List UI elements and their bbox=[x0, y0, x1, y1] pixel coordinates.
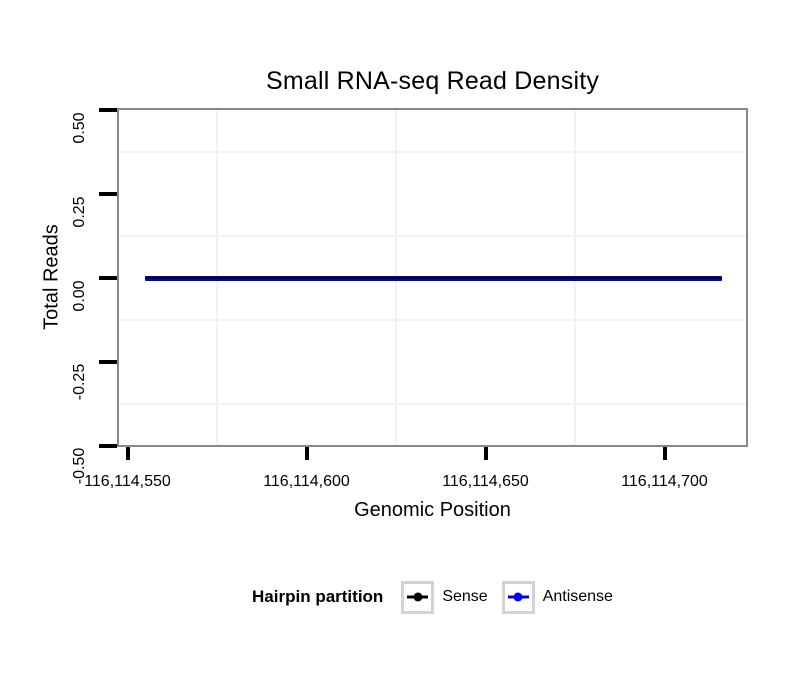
y-tick-label: 0.25 bbox=[71, 196, 88, 228]
legend-label-antisense: Antisense bbox=[542, 588, 613, 605]
gridline-minor-h bbox=[117, 403, 748, 405]
y-axis-tick bbox=[99, 360, 117, 364]
legend-label-sense: Sense bbox=[442, 588, 488, 605]
gridline-minor-h bbox=[117, 151, 748, 153]
sense-point-icon bbox=[413, 592, 423, 602]
gridline-minor-h bbox=[117, 235, 748, 237]
x-axis-tick bbox=[483, 447, 488, 460]
legend-title: Hairpin partition bbox=[252, 587, 384, 606]
y-axis-tick bbox=[99, 444, 117, 448]
y-tick-label: -0.25 bbox=[71, 363, 88, 401]
y-axis-tick bbox=[99, 276, 117, 280]
plot-title: Small RNA-seq Read Density bbox=[265, 67, 600, 95]
x-tick-label: 116,114,650 bbox=[442, 473, 529, 490]
x-axis-tick bbox=[125, 447, 130, 460]
x-axis-title: Genomic Position bbox=[354, 499, 511, 521]
x-axis-tick bbox=[304, 447, 309, 460]
legend-key-sense bbox=[401, 580, 435, 614]
plot-panel bbox=[117, 108, 748, 447]
gridline-minor-h bbox=[117, 319, 748, 321]
series-line-antisense bbox=[145, 275, 722, 281]
y-tick-label: 0.00 bbox=[71, 280, 88, 312]
x-tick-label: 116,114,600 bbox=[263, 473, 350, 490]
y-axis-title: Total Reads bbox=[40, 224, 63, 330]
y-axis-tick bbox=[99, 192, 117, 196]
x-tick-label: 116,114,550 bbox=[84, 473, 171, 490]
y-tick-label: 0.50 bbox=[71, 112, 88, 144]
x-axis-tick bbox=[662, 447, 667, 460]
antisense-point-icon bbox=[513, 592, 523, 602]
y-axis-tick bbox=[99, 108, 117, 112]
x-tick-label: 116,114,700 bbox=[621, 473, 708, 490]
legend-key-antisense bbox=[501, 580, 535, 614]
series-line-sense bbox=[145, 276, 722, 280]
legend: Hairpin partition Sense Antisense bbox=[117, 579, 748, 615]
